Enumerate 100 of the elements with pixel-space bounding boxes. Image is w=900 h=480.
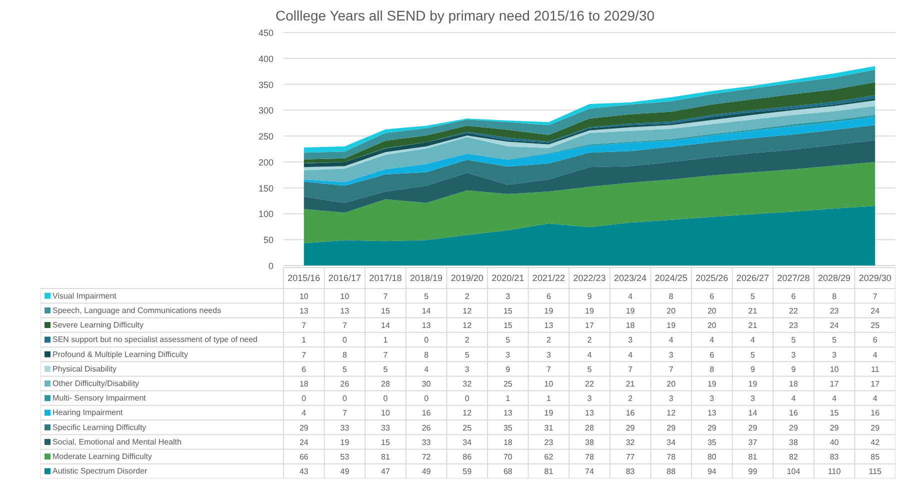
data-label: 7 bbox=[342, 408, 348, 418]
data-label: 4 bbox=[750, 336, 756, 345]
data-label: 40 bbox=[830, 438, 840, 447]
data-label: 72 bbox=[422, 452, 432, 462]
data-label: 15 bbox=[830, 408, 840, 418]
data-label: 18 bbox=[503, 438, 513, 447]
data-label: 74 bbox=[585, 467, 594, 476]
data-label: 35 bbox=[503, 423, 513, 432]
data-label: 13 bbox=[544, 321, 554, 330]
data-label: 0 bbox=[302, 394, 307, 404]
data-label: 13 bbox=[503, 408, 513, 418]
data-label: 10 bbox=[830, 364, 840, 374]
data-label: 5 bbox=[506, 336, 511, 345]
data-label: 7 bbox=[668, 364, 674, 374]
data-label: 3 bbox=[628, 336, 634, 345]
legend-label: Hearing Impairment bbox=[52, 408, 124, 418]
y-tick-label: 50 bbox=[263, 235, 274, 246]
data-label: 0 bbox=[464, 394, 470, 404]
x-tick-label: 2021/22 bbox=[532, 273, 565, 283]
data-label: 4 bbox=[872, 394, 878, 404]
data-label: 19 bbox=[707, 380, 717, 388]
data-label: 12 bbox=[666, 408, 676, 418]
data-label: 15 bbox=[503, 321, 513, 330]
data-label: 13 bbox=[585, 408, 594, 418]
y-tick-label: 300 bbox=[258, 106, 274, 116]
data-label: 3 bbox=[546, 350, 552, 360]
data-label: 7 bbox=[628, 364, 634, 374]
data-label: 34 bbox=[666, 438, 676, 447]
data-label: 29 bbox=[299, 423, 309, 432]
data-label: 6 bbox=[872, 336, 878, 345]
data-label: 7 bbox=[302, 350, 307, 360]
data-label: 78 bbox=[666, 452, 676, 462]
data-label: 5 bbox=[832, 336, 838, 345]
data-label: 26 bbox=[340, 380, 350, 388]
data-label: 49 bbox=[340, 467, 350, 476]
data-label: 1 bbox=[302, 336, 307, 345]
data-label: 86 bbox=[462, 452, 472, 462]
data-label: 32 bbox=[626, 438, 636, 447]
data-label: 7 bbox=[872, 292, 878, 301]
data-label: 4 bbox=[872, 350, 878, 360]
data-label: 20 bbox=[707, 321, 717, 330]
data-label: 24 bbox=[299, 438, 309, 447]
x-tick-label: 2028/29 bbox=[818, 273, 851, 283]
data-label: 3 bbox=[750, 394, 756, 404]
data-label: 3 bbox=[832, 350, 838, 360]
legend-label: Physical Disability bbox=[52, 364, 117, 374]
data-label: 83 bbox=[626, 467, 636, 476]
x-tick-label: 2019/20 bbox=[450, 273, 484, 283]
data-label: 16 bbox=[789, 408, 798, 418]
data-label: 3 bbox=[587, 394, 592, 404]
data-label: 2 bbox=[546, 336, 552, 345]
data-label: 0 bbox=[424, 336, 430, 345]
data-label: 4 bbox=[587, 350, 592, 360]
data-label: 35 bbox=[707, 438, 717, 447]
data-label: 14 bbox=[381, 321, 390, 330]
data-label: 38 bbox=[789, 438, 798, 447]
chart-title: Colllege Years all SEND by primary need 2015/16 to 2029/30 bbox=[276, 8, 655, 24]
data-label: 5 bbox=[342, 364, 348, 374]
data-label: 82 bbox=[789, 452, 798, 462]
data-label: 8 bbox=[424, 350, 430, 360]
data-label: 30 bbox=[422, 380, 432, 388]
data-label: 7 bbox=[383, 350, 388, 360]
data-label: 14 bbox=[748, 408, 758, 418]
data-label: 29 bbox=[666, 423, 676, 432]
data-label: 77 bbox=[626, 452, 636, 462]
legend-label: Specific Learning Difficulty bbox=[52, 422, 146, 432]
legend-label: SEN support but no specialist assessment of type of need bbox=[52, 335, 258, 344]
x-tick-label: 2025/26 bbox=[696, 273, 728, 283]
data-label: 12 bbox=[462, 306, 472, 316]
data-label: 29 bbox=[830, 423, 840, 432]
data-label: 4 bbox=[628, 350, 634, 360]
data-label: 104 bbox=[786, 467, 801, 476]
data-label: 29 bbox=[626, 423, 636, 432]
data-label: 7 bbox=[383, 292, 388, 301]
data-label: 19 bbox=[544, 306, 554, 316]
data-label: 7 bbox=[302, 321, 307, 330]
data-label: 19 bbox=[748, 380, 758, 388]
data-label: 53 bbox=[340, 452, 350, 462]
data-label: 4 bbox=[791, 394, 796, 404]
data-label: 3 bbox=[668, 350, 674, 360]
data-label: 21 bbox=[626, 380, 636, 388]
data-label: 4 bbox=[710, 336, 715, 345]
data-label: 7 bbox=[546, 364, 552, 374]
data-label: 6 bbox=[546, 292, 552, 301]
legend-label: Severe Learning Difficulty bbox=[52, 320, 144, 330]
data-label: 8 bbox=[668, 292, 674, 301]
data-label: 8 bbox=[832, 292, 838, 301]
data-label: 29 bbox=[789, 423, 798, 432]
data-label: 85 bbox=[870, 452, 880, 462]
data-label: 8 bbox=[342, 350, 348, 360]
data-label: 94 bbox=[707, 467, 717, 476]
legend-label: Visual Impairment bbox=[52, 291, 118, 300]
y-tick-label: 0 bbox=[268, 261, 274, 271]
data-label: 10 bbox=[340, 292, 350, 301]
data-label: 10 bbox=[299, 292, 309, 301]
data-label: 20 bbox=[707, 306, 717, 316]
x-tick-label: 2020/21 bbox=[492, 273, 524, 283]
data-label: 17 bbox=[830, 380, 840, 388]
data-label: 6 bbox=[710, 350, 715, 360]
data-label: 1 bbox=[506, 394, 511, 404]
